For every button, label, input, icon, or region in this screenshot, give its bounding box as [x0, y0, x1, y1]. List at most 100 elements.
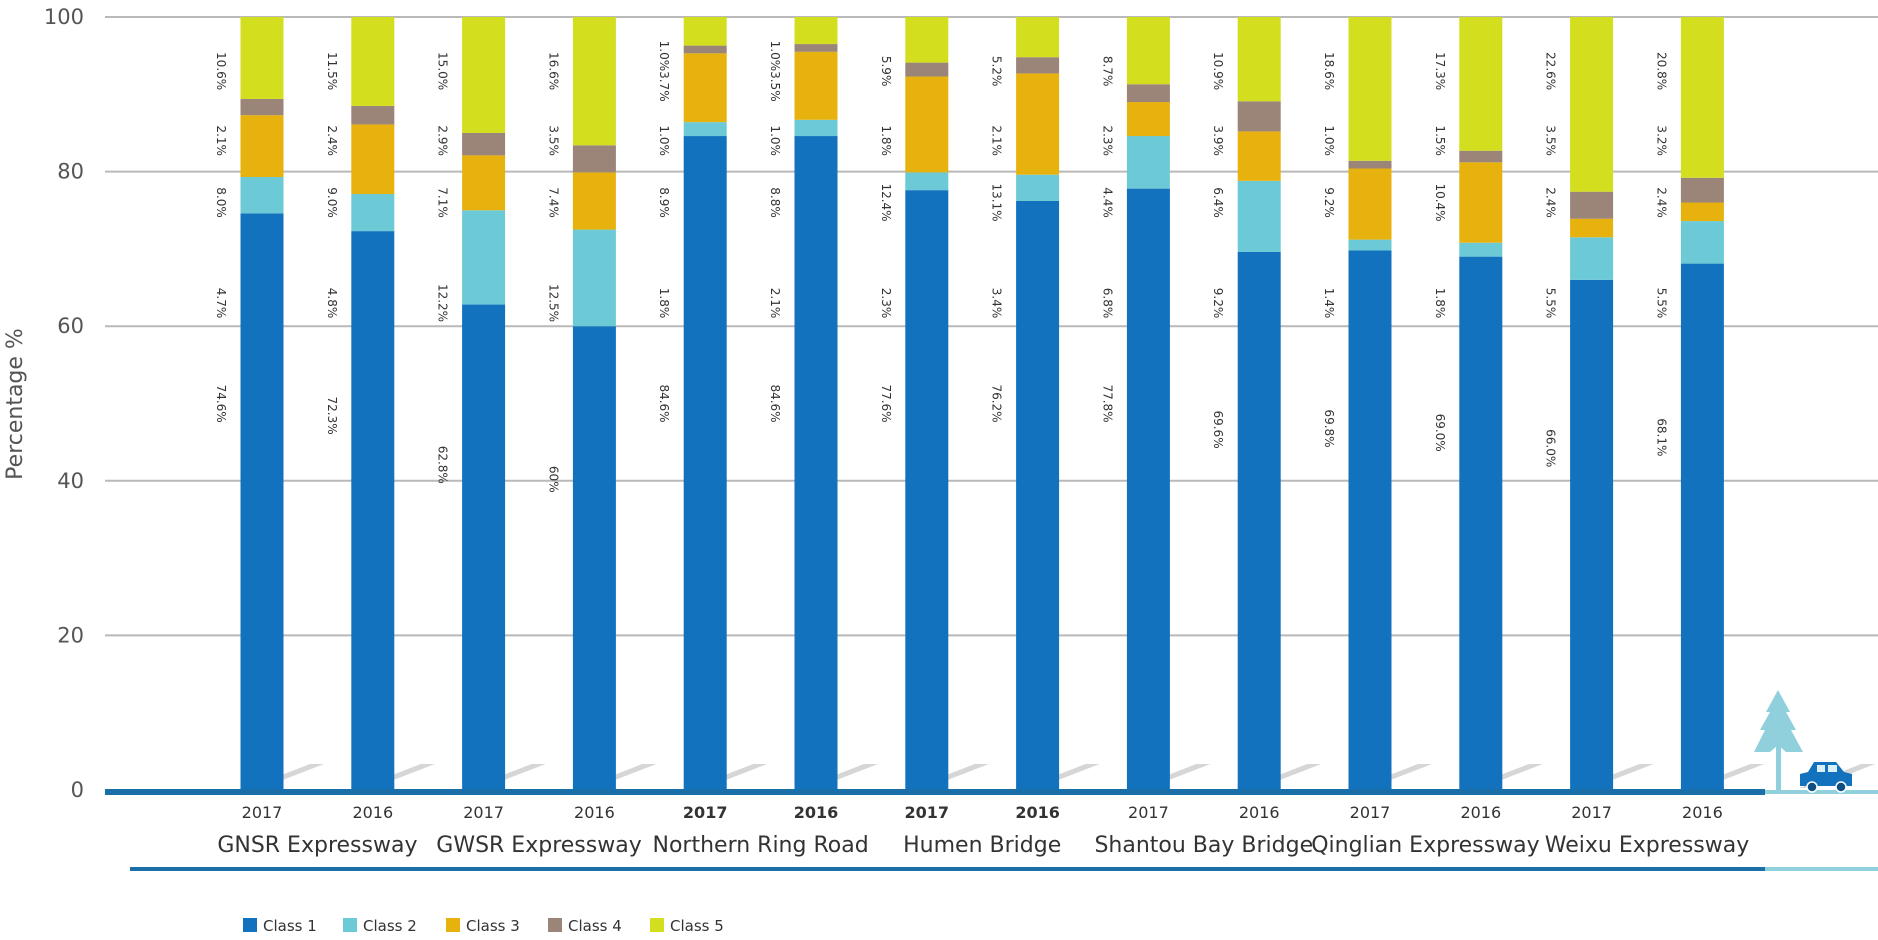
y-tick-label: 80: [57, 160, 84, 184]
data-label: 12.5%: [546, 284, 560, 322]
data-label: 84.6%: [657, 384, 671, 422]
data-label: 2.3%: [879, 288, 893, 319]
data-label: 20.8%: [1654, 52, 1668, 90]
bar-segment-class-1: [1349, 250, 1392, 790]
data-label: 77.8%: [1100, 384, 1114, 422]
x-tick-label: 2017: [463, 803, 504, 822]
bar-segment-class-5: [573, 17, 616, 145]
data-label: 84.6%: [768, 384, 782, 422]
data-label: 17.3%: [1433, 52, 1447, 90]
y-tick-label: 0: [71, 778, 84, 802]
data-label: 7.1%: [436, 187, 450, 218]
tree-trunk: [1776, 740, 1781, 792]
bar-segment-class-1: [684, 136, 727, 790]
x-tick-label: 2017: [1350, 803, 1391, 822]
bar-segment-class-2: [1349, 240, 1392, 251]
bar-segment-class-2: [905, 172, 948, 190]
data-label: 22.6%: [1544, 52, 1558, 90]
bar-segment-class-3: [684, 53, 727, 122]
bottom-line: [130, 867, 1765, 871]
data-label: 2.9%: [436, 125, 450, 156]
data-label: 72.3%: [325, 396, 339, 434]
data-label: 3.4%: [990, 288, 1004, 319]
data-label: 60%: [546, 466, 560, 493]
bar-segment-class-1: [573, 326, 616, 790]
bar-segment-class-3: [462, 155, 505, 210]
group-label: GWSR Expressway: [436, 833, 641, 858]
data-label: 8.7%: [1100, 56, 1114, 87]
group-label: GNSR Expressway: [217, 833, 417, 858]
data-label: 18.6%: [1322, 52, 1336, 90]
bar-segment-class-2: [684, 122, 727, 136]
bar-segment-class-4: [1349, 161, 1392, 169]
data-label: 2.1%: [214, 125, 228, 156]
bar-segment-class-3: [1459, 162, 1502, 242]
group-label: Weixu Expressway: [1545, 833, 1749, 858]
data-label: 4.8%: [325, 288, 339, 319]
data-label: 4.4%: [1100, 187, 1114, 218]
bar-segment-class-5: [1681, 17, 1724, 178]
x-tick-label: 2016: [794, 803, 839, 822]
bar-segment-class-4: [1681, 178, 1724, 203]
data-label: 6.8%: [1100, 288, 1114, 319]
data-label: 15.0%: [436, 52, 450, 90]
data-label: 4.7%: [214, 288, 228, 319]
bar-segment-class-3: [1570, 219, 1613, 238]
bar-segment-class-2: [462, 210, 505, 304]
bar-segment-class-3: [1238, 131, 1281, 180]
data-label: 10.6%: [214, 52, 228, 90]
bar-segment-class-4: [1016, 57, 1059, 73]
bar-segment-class-3: [905, 77, 948, 173]
bottom-line-extension: [1765, 867, 1878, 871]
bar-segment-class-4: [905, 63, 948, 77]
group-label: Northern Ring Road: [653, 833, 869, 858]
bar-segment-class-5: [905, 17, 948, 63]
car-icon: [1800, 762, 1852, 792]
data-label: 2.1%: [990, 125, 1004, 156]
bar-segment-class-4: [1127, 84, 1170, 102]
bar-segment-class-1: [1570, 280, 1613, 790]
bar-segment-class-4: [241, 99, 284, 115]
bar-segment-class-3: [1127, 102, 1170, 136]
legend-label: Class 3: [466, 917, 520, 935]
legend-item: Class 2: [343, 917, 417, 935]
legend-label: Class 4: [568, 917, 622, 935]
data-label: 16.6%: [546, 52, 560, 90]
bar-segment-class-2: [795, 120, 838, 136]
bar-segment-class-1: [1127, 189, 1170, 790]
data-label: 5.5%: [1544, 288, 1558, 319]
bar-segment-class-5: [462, 17, 505, 133]
data-label: 2.4%: [325, 125, 339, 156]
data-label: 66.0%: [1544, 429, 1558, 467]
data-label: 68.1%: [1654, 418, 1668, 456]
bar-segment-class-5: [1238, 17, 1281, 101]
x-tick-label: 2016: [1682, 803, 1723, 822]
x-tick-label: 2017: [905, 803, 950, 822]
data-label: 1.4%: [1322, 288, 1336, 319]
bar-segment-class-1: [1238, 252, 1281, 790]
data-label: 8.0%: [214, 187, 228, 218]
data-label: 2.3%: [1100, 125, 1114, 156]
data-label: 5.9%: [879, 56, 893, 87]
data-label: 1.0%3.7%: [657, 41, 671, 102]
data-label: 2.4%: [1654, 187, 1668, 218]
bar-segment-class-5: [1570, 17, 1613, 192]
bar-segment-class-1: [351, 231, 394, 790]
bar-segment-class-2: [1459, 243, 1502, 257]
data-label: 69.0%: [1433, 414, 1447, 452]
data-label: 1.0%: [657, 125, 671, 156]
bar-segment-class-5: [795, 17, 838, 44]
bar-segment-class-2: [1238, 181, 1281, 252]
data-label: 9.0%: [325, 187, 339, 218]
data-label: 69.8%: [1322, 409, 1336, 447]
y-tick-label: 100: [44, 5, 84, 29]
bar-segment-class-1: [1016, 201, 1059, 790]
data-label: 1.8%: [657, 288, 671, 319]
data-label: 3.9%: [1211, 125, 1225, 156]
bar-segment-class-2: [1016, 175, 1059, 201]
data-label: 8.9%: [657, 187, 671, 218]
bar-segment-class-4: [462, 133, 505, 155]
data-label: 1.8%: [1433, 288, 1447, 319]
group-label: Humen Bridge: [903, 833, 1061, 858]
